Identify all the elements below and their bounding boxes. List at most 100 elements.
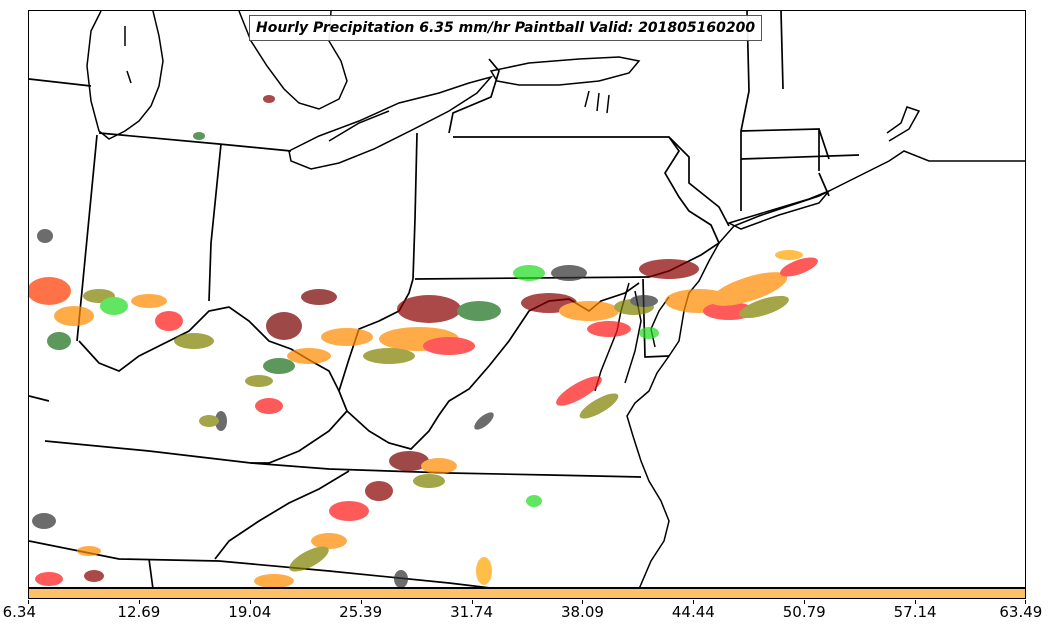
paintball-olive <box>199 415 219 427</box>
paintball-red <box>587 321 631 337</box>
lake-erie-shoreline-detail <box>328 110 390 142</box>
paintball-orange <box>311 533 347 549</box>
colorbar-tick-label: 57.14 <box>893 603 937 621</box>
colorbar-tick-mark <box>582 600 584 604</box>
coastlines <box>86 11 1025 587</box>
paintball-orange <box>421 458 457 474</box>
paintball-orange <box>287 348 331 364</box>
colorbar-tick-label: 12.69 <box>117 603 161 621</box>
paintball-olive <box>579 393 619 419</box>
paintball-orange <box>476 557 492 585</box>
colorbar-tick-label: 25.39 <box>339 603 383 621</box>
border-tennessee-west <box>148 558 154 587</box>
border-michigan-indiana-ohio <box>29 78 292 152</box>
colorbar-tick-label: 31.74 <box>450 603 494 621</box>
colorbar-tick-label: 44.44 <box>671 603 715 621</box>
paintball-orange <box>54 306 94 326</box>
paintball-light-green <box>513 265 545 281</box>
colorbar-tick-mark <box>360 600 362 604</box>
border-kentucky-tennessee <box>29 395 642 478</box>
paintball-gray <box>474 412 494 430</box>
paintball-dark-red <box>389 451 429 471</box>
precipitation-paintballs <box>29 95 818 587</box>
colorbar-tick-mark <box>138 600 140 604</box>
border-newyork-vermont-nh <box>740 11 820 211</box>
border-tennessee-south <box>29 540 490 587</box>
border-ohio-pennsylvania <box>412 132 418 280</box>
lake-michigan-outline <box>86 11 164 140</box>
cape-cod <box>886 106 921 142</box>
paintball-light-green <box>639 327 659 339</box>
border-ma-ct-ri <box>740 128 860 197</box>
paintball-orange <box>321 328 373 346</box>
long-island <box>726 190 830 230</box>
paintball-dark-green <box>263 358 295 374</box>
paintball-dark-red <box>263 95 275 103</box>
map-title: Hourly Precipitation 6.35 mm/hr Paintbal… <box>249 15 763 41</box>
paintball-dark-red <box>266 312 302 340</box>
paintball-orange <box>775 250 803 260</box>
colorbar-tick-mark <box>249 600 251 604</box>
border-indiana-ohio <box>208 143 222 302</box>
lake-huron-outline <box>238 11 348 110</box>
paintball-gray <box>32 513 56 529</box>
paintball-red <box>155 311 183 331</box>
paintball-red <box>35 572 63 586</box>
paintball-dark-red <box>365 481 393 501</box>
colorbar-tick-mark <box>471 600 473 604</box>
paintball-olive <box>739 295 789 319</box>
lake-erie-outline <box>288 75 494 170</box>
paintball-dark-green <box>193 132 205 140</box>
border-illinois-indiana <box>76 134 98 342</box>
paintball-red <box>255 398 283 414</box>
colorbar-tick-mark <box>915 600 917 604</box>
border-pennsylvania-newjersey <box>648 136 721 278</box>
paintball-gray <box>394 570 408 587</box>
paintball-olive <box>289 546 329 572</box>
paintball-orange <box>77 546 101 556</box>
map-panel <box>28 10 1026 588</box>
paintball-light-green <box>526 495 542 507</box>
colorbar-tick-mark <box>804 600 806 604</box>
paintball-gray <box>215 411 227 431</box>
map-canvas <box>29 11 1025 587</box>
paintball-olive <box>174 333 214 349</box>
border-pennsylvania-newyork <box>448 58 730 227</box>
paintball-dark-red <box>639 259 699 279</box>
paintball-red <box>780 257 818 277</box>
colorbar-tick-label: 6.34 <box>2 603 37 621</box>
paintball-olive <box>363 348 415 364</box>
border-tennessee-northcarolina <box>214 470 350 560</box>
colorbar-tick-mark <box>28 600 29 604</box>
paintball-orange <box>559 301 619 321</box>
paintball-orange <box>131 294 167 308</box>
lake-michigan-island <box>126 70 132 84</box>
border-kentucky-virginia <box>251 410 348 464</box>
paintball-olive <box>245 375 273 387</box>
paintball-orange <box>254 574 294 587</box>
colorbar-tick-label: 63.49 <box>999 603 1043 621</box>
paintball-dark-red <box>397 295 461 323</box>
colorbar-tick-label: 50.79 <box>782 603 826 621</box>
paintball-gray <box>37 229 53 243</box>
finger-lakes <box>584 90 610 114</box>
lake-ontario-outline <box>489 56 641 86</box>
atlantic-coastline <box>626 150 1025 587</box>
paintball-dark-green <box>457 301 501 321</box>
paintball-gray <box>630 295 658 307</box>
paintball-orange <box>710 272 788 306</box>
colorbar-tick-mark <box>1025 600 1026 604</box>
paintball-dark-green <box>47 332 71 350</box>
colorbar-tick-label: 19.04 <box>228 603 272 621</box>
colorbar-tick-mark <box>693 600 695 604</box>
state-borders <box>29 11 860 587</box>
paintball-red <box>329 501 369 521</box>
paintball-red <box>423 337 475 355</box>
paintball-olive <box>413 474 445 488</box>
paintball-dark-red <box>301 289 337 305</box>
paintball-gray <box>551 265 587 281</box>
paintball-red <box>556 376 602 406</box>
paintball-light-green <box>100 297 128 315</box>
paintball-red <box>29 277 71 305</box>
colorbar <box>28 588 1026 599</box>
